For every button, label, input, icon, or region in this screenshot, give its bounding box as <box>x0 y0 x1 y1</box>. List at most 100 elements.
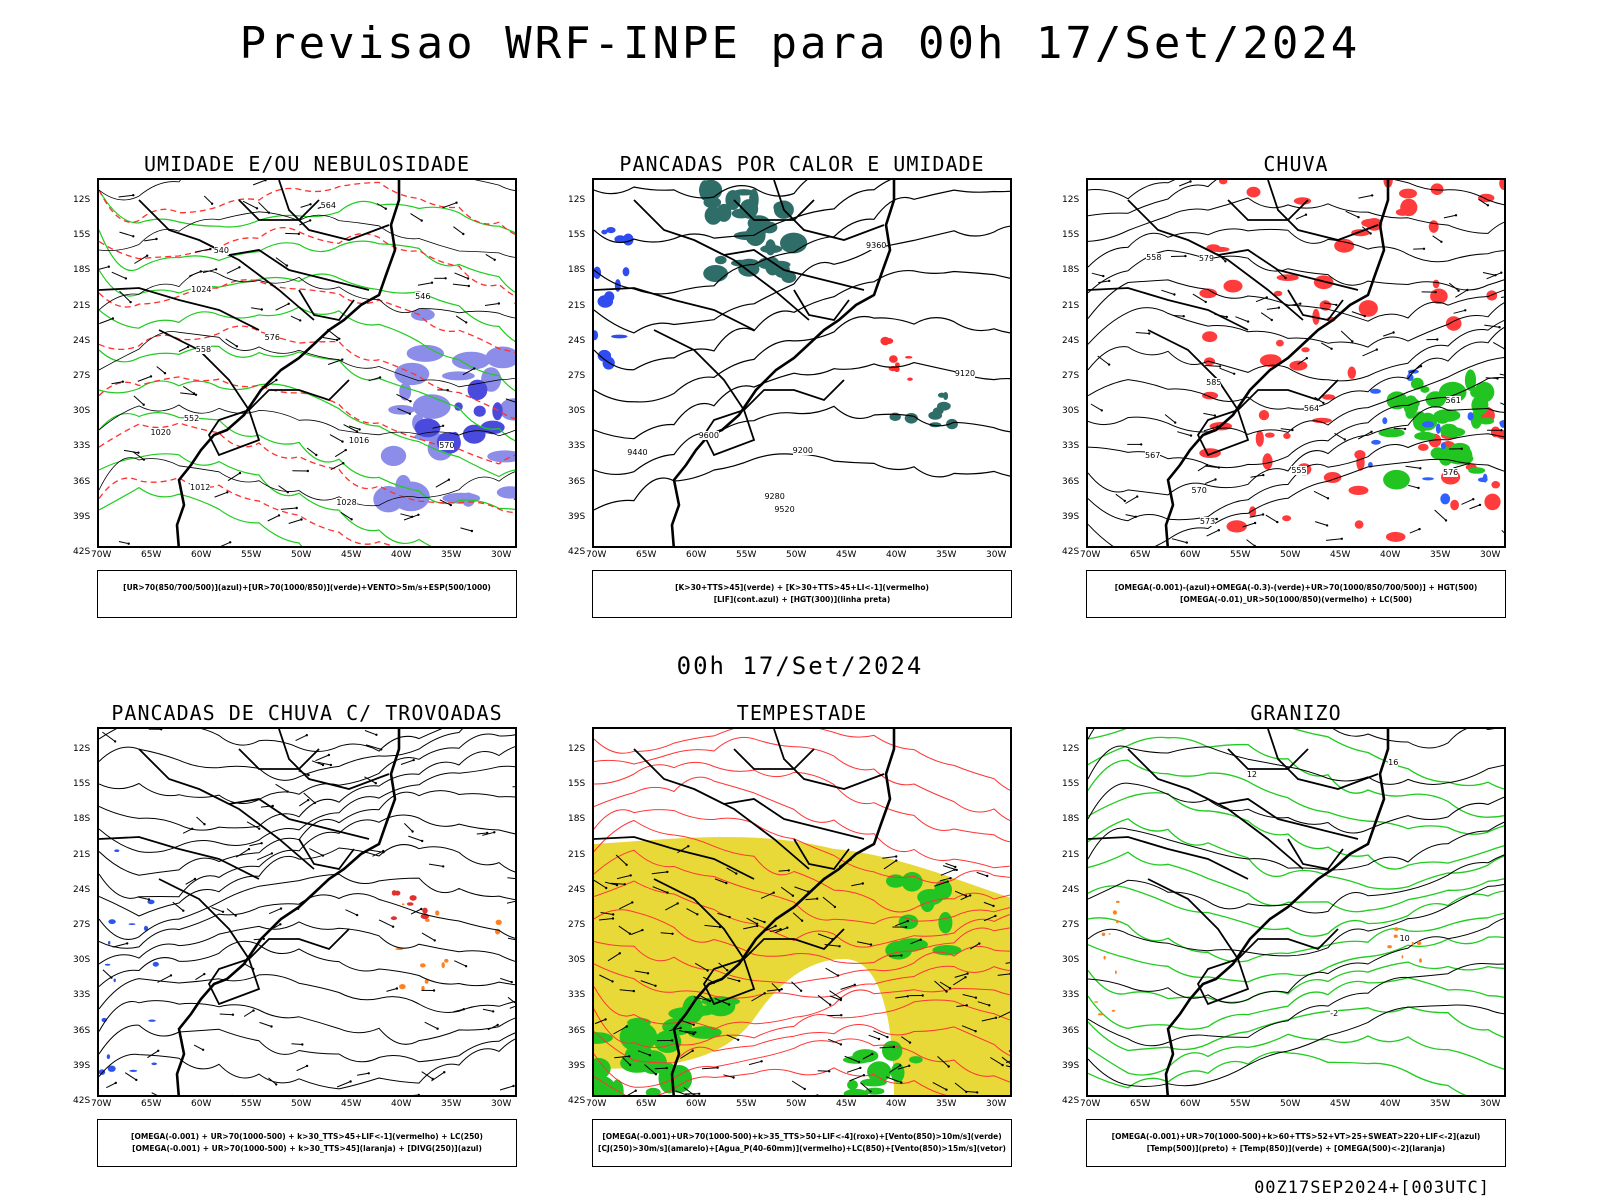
contour-label: 10 <box>1399 933 1410 943</box>
longitude-tick-label: 65W <box>1130 1099 1151 1109</box>
longitude-tick-label: 30W <box>491 550 512 560</box>
panel-title: TEMPESTADE <box>736 701 868 725</box>
longitude-tick-label: 35W <box>936 1099 957 1109</box>
longitude-tick-label: 50W <box>786 1099 807 1109</box>
longitude-tick-label: 45W <box>1330 550 1351 560</box>
map-graphic <box>594 729 1010 1095</box>
panel-legend: [OMEGA(-0.001) + UR>70(1000-500) + k>30_… <box>97 1119 517 1167</box>
longitude-tick-label: 40W <box>391 1099 412 1109</box>
latitude-tick-label: 27S <box>1062 920 1080 930</box>
contour-label: 546 <box>415 292 431 302</box>
longitude-tick-label: 60W <box>1180 550 1201 560</box>
longitude-tick-label: 40W <box>1380 1099 1401 1109</box>
latitude-tick-label: 18S <box>73 814 91 825</box>
contour-label: 567 <box>1145 451 1161 461</box>
longitude-tick-label: 55W <box>736 550 757 560</box>
longitude-tick-label: 65W <box>141 1099 162 1109</box>
longitude-tick-label: 60W <box>191 550 212 560</box>
longitude-tick-label: 30W <box>986 550 1007 560</box>
latitude-tick-label: 33S <box>1062 441 1080 452</box>
longitude-tick-label: 30W <box>986 1099 1007 1109</box>
contour-label: 585 <box>1206 378 1222 388</box>
latitude-tick-label: 12S <box>73 744 91 754</box>
contour-label: 564 <box>1303 404 1320 413</box>
longitude-tick-label: 70W <box>91 1099 112 1109</box>
longitude-tick-label: 65W <box>636 1099 657 1109</box>
panel-title: PANCADAS DE CHUVA C/ TROVOADAS <box>111 701 503 725</box>
contour-label: 555 <box>1291 465 1307 475</box>
latitude-tick-label: 39S <box>1062 511 1080 522</box>
longitude-tick-label: 50W <box>291 550 312 560</box>
map-graphic <box>1088 729 1504 1095</box>
longitude-tick-label: 55W <box>241 1099 262 1109</box>
latitude-tick-label: 24S <box>1062 335 1080 346</box>
longitude-tick-label: 60W <box>686 550 707 560</box>
latitude-tick-label: 30S <box>568 406 586 417</box>
latitude-tick-label: 15S <box>1062 230 1080 241</box>
longitude-tick-label: 55W <box>1230 550 1251 560</box>
latitude-tick-label: 36S <box>568 1025 586 1036</box>
contour-label: 9520 <box>774 504 795 514</box>
contour-label: 1016 <box>348 436 370 445</box>
contour-label: 1020 <box>150 427 171 437</box>
latitude-tick-label: 18S <box>73 265 91 276</box>
latitude-tick-label: 39S <box>73 511 91 522</box>
longitude-tick-label: 65W <box>141 550 162 560</box>
latitude-tick-label: 33S <box>73 990 91 1001</box>
panel-title: CHUVA <box>1263 152 1329 176</box>
contour-label: 1012 <box>190 483 211 493</box>
run-timestamp: 00Z17SEP2024+[003UTC] <box>1254 1178 1490 1198</box>
longitude-tick-label: 65W <box>636 550 657 560</box>
latitude-tick-label: 42S <box>568 1096 586 1106</box>
legend-line: [Temp(500)](preto) + [Temp(850)](verde) … <box>1146 1144 1446 1153</box>
contour-label: 9120 <box>954 368 976 378</box>
contour-label: 540 <box>213 245 229 255</box>
longitude-tick-label: 40W <box>391 550 412 560</box>
weather-map <box>1086 727 1506 1097</box>
longitude-tick-label: 55W <box>1230 1099 1251 1109</box>
latitude-tick-label: 18S <box>568 265 586 276</box>
latitude-tick-label: 30S <box>1062 955 1080 966</box>
latitude-tick-label: 33S <box>568 441 586 452</box>
contour-label: 9360 <box>866 241 887 251</box>
latitude-tick-label: 24S <box>73 335 91 346</box>
latitude-tick-label: 21S <box>568 849 586 860</box>
panel-legend: [UR>70(850/700/500)](azul)+[UR>70(1000/8… <box>97 570 517 618</box>
weather-map <box>97 178 517 548</box>
weather-map <box>1086 178 1506 548</box>
contour-label: 564 <box>320 201 336 211</box>
longitude-tick-label: 45W <box>341 550 362 560</box>
contour-label: 558 <box>195 345 212 355</box>
longitude-tick-label: 35W <box>441 1099 462 1109</box>
contour-label: 558 <box>1146 253 1162 263</box>
page-title: Previsao WRF-INPE para 00h 17/Set/2024 <box>239 18 1361 69</box>
longitude-tick-label: 40W <box>886 550 907 560</box>
longitude-tick-label: 35W <box>441 550 462 560</box>
contour-label: 570 <box>439 441 455 451</box>
longitude-tick-label: 30W <box>1480 1099 1501 1109</box>
longitude-tick-label: 70W <box>1080 1099 1101 1109</box>
panel-legend: [OMEGA(-0.001)-(azul)+OMEGA(-0.3)-(verde… <box>1086 570 1506 618</box>
latitude-tick-label: 30S <box>1062 406 1080 417</box>
contour-label: 9280 <box>764 492 785 502</box>
map-graphic <box>99 180 515 546</box>
latitude-tick-label: 15S <box>73 779 91 790</box>
longitude-tick-label: 50W <box>786 550 807 560</box>
longitude-tick-label: 70W <box>1080 550 1101 560</box>
contour-label: 570 <box>1191 486 1207 496</box>
legend-line: [OMEGA(-0.001)+UR>70(1000-500)+k>35_TTS>… <box>602 1132 1002 1141</box>
longitude-tick-label: 70W <box>91 550 112 560</box>
latitude-tick-label: 30S <box>73 955 91 966</box>
latitude-tick-label: 12S <box>1062 744 1080 754</box>
latitude-tick-label: 21S <box>1062 300 1080 311</box>
latitude-tick-label: 36S <box>1062 476 1080 487</box>
legend-line: [OMEGA(-0.001) + UR>70(1000-500) + k>30_… <box>132 1144 482 1153</box>
contour-label: 576 <box>264 333 280 343</box>
longitude-tick-label: 40W <box>886 1099 907 1109</box>
contour-label: 573 <box>1199 517 1216 527</box>
longitude-tick-label: 30W <box>1480 550 1501 560</box>
contour-label: 9600 <box>698 430 719 440</box>
weather-map <box>592 727 1012 1097</box>
longitude-tick-label: 45W <box>341 1099 362 1109</box>
longitude-tick-label: 40W <box>1380 550 1401 560</box>
